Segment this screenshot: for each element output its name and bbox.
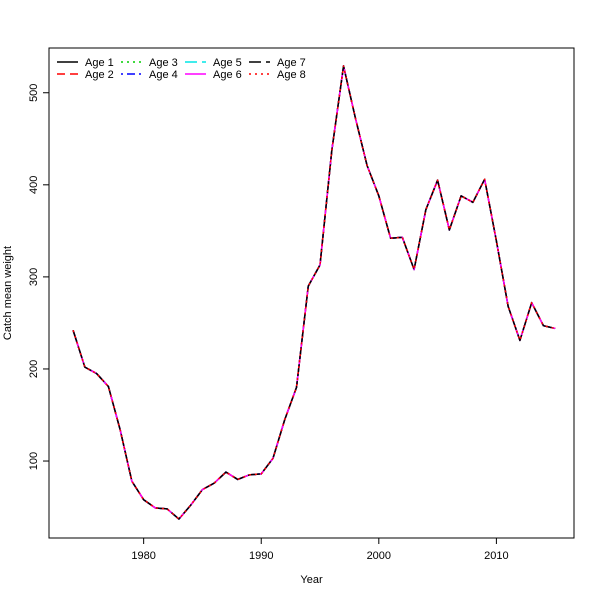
legend-label-age-5: Age 5 <box>213 57 242 69</box>
series-line-age-2 <box>72 65 556 520</box>
x-axis: 1980 1990 2000 2010 <box>131 537 509 562</box>
x-tick-label: 2010 <box>484 550 508 562</box>
y-tick-label: 400 <box>28 176 40 194</box>
series-line-age-3 <box>72 65 556 520</box>
series-line-age-7 <box>72 65 556 520</box>
series-line-age-1 <box>72 65 556 520</box>
y-tick-label: 200 <box>28 360 40 378</box>
legend-label-age-7: Age 7 <box>277 57 306 69</box>
y-axis: 100 200 300 400 500 <box>28 84 50 470</box>
series-line-age-6 <box>72 65 556 520</box>
x-tick-label: 2000 <box>367 550 391 562</box>
y-tick-label: 100 <box>28 452 40 470</box>
y-axis-label: Catch mean weight <box>2 246 14 340</box>
legend-label-age-3: Age 3 <box>149 57 178 69</box>
legend-label-age-8: Age 8 <box>277 69 306 81</box>
legend-label-age-1: Age 1 <box>85 57 114 69</box>
series-line-age-4 <box>72 65 556 520</box>
series-line-age-5 <box>72 65 556 520</box>
legend-label-age-2: Age 2 <box>85 69 114 81</box>
x-tick-label: 1980 <box>131 550 155 562</box>
legend-label-age-4: Age 4 <box>149 69 178 81</box>
y-tick-label: 500 <box>28 84 40 102</box>
y-tick-label: 300 <box>28 268 40 286</box>
x-tick-label: 1990 <box>249 550 273 562</box>
series-layer <box>72 65 556 520</box>
series-line-age-8 <box>72 65 556 520</box>
legend-label-age-6: Age 6 <box>213 69 242 81</box>
x-axis-label: Year <box>300 574 323 586</box>
